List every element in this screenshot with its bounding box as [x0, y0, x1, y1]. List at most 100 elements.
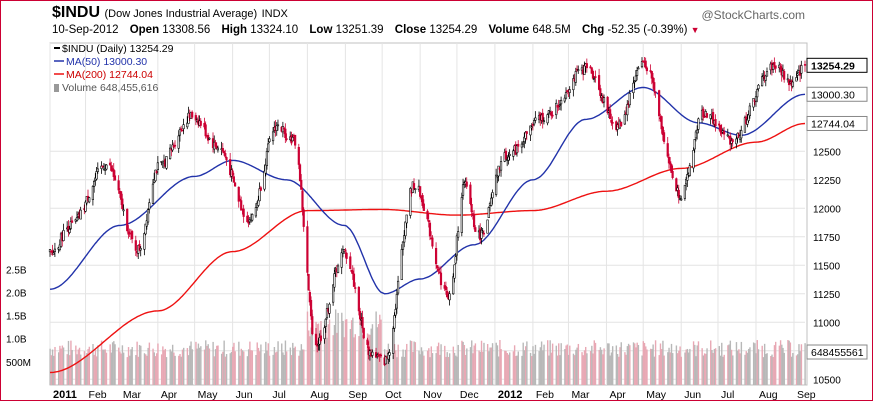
- volume-tick-label: 500M: [6, 358, 31, 369]
- volume-bar: [57, 352, 60, 385]
- volume-bar: [491, 343, 494, 385]
- volume-bar: [303, 349, 305, 385]
- y-tick-label: 12000: [813, 204, 841, 215]
- volume-bar: [198, 347, 201, 385]
- volume-bar: [429, 357, 431, 385]
- volume-bar: [349, 328, 352, 385]
- candle-body: [405, 214, 408, 224]
- candle-body: [267, 143, 270, 152]
- candle-body: [428, 222, 432, 237]
- volume-bar: [702, 355, 705, 385]
- volume-bar: [678, 350, 680, 385]
- candle-body: [403, 235, 406, 243]
- volume-value: 648.5M: [532, 24, 571, 36]
- volume-bar: [652, 344, 654, 385]
- volume-bar: [488, 351, 490, 385]
- volume-tick-label: 2.5B: [6, 265, 27, 276]
- volume-bar: [732, 355, 734, 385]
- volume-bar: [102, 349, 104, 385]
- candle-body: [366, 339, 369, 345]
- volume-bar: [625, 354, 627, 385]
- candle-body: [651, 77, 655, 83]
- volume-bar: [147, 347, 149, 385]
- volume-bar: [608, 343, 610, 385]
- candle-body: [580, 67, 584, 71]
- candle-body: [146, 209, 150, 223]
- volume-bar: [534, 344, 537, 385]
- x-tick-label: Apr: [161, 389, 178, 401]
- volume-bar: [208, 348, 211, 385]
- brand-link[interactable]: @StockCharts.com: [701, 8, 805, 22]
- last-value-tag-ma200: 12744.04: [806, 115, 868, 131]
- candle-body: [79, 209, 82, 220]
- volume-bar: [586, 353, 588, 385]
- volume-bar: [267, 343, 269, 385]
- volume-bar: [86, 353, 88, 385]
- candle-body: [593, 78, 596, 80]
- candle-body: [121, 198, 124, 209]
- candle-body: [563, 97, 566, 102]
- volume-bar: [70, 340, 72, 385]
- volume-bar: [643, 342, 646, 385]
- candle-body: [748, 105, 751, 117]
- candle-body: [395, 293, 398, 309]
- volume-label: Volume: [488, 24, 530, 36]
- volume-bar: [654, 340, 657, 385]
- volume-bar: [594, 342, 597, 385]
- candle-body: [670, 164, 673, 173]
- candle-body: [590, 67, 593, 74]
- volume-bar: [757, 349, 760, 385]
- candle-body: [626, 104, 629, 116]
- volume-bar: [146, 355, 148, 385]
- candle-body: [171, 144, 174, 151]
- candle-body: [91, 186, 94, 200]
- candle-body: [88, 197, 91, 203]
- volume-bar: [380, 319, 382, 385]
- y-tick-label: 12250: [813, 176, 841, 187]
- volume-bar: [517, 351, 519, 385]
- tag-box: [806, 344, 868, 360]
- volume-bar: [121, 345, 124, 385]
- volume-bar: [341, 312, 343, 385]
- volume-bar: [761, 345, 763, 385]
- volume-bar: [397, 344, 399, 385]
- candle-body: [585, 63, 588, 69]
- volume-bar: [97, 345, 99, 385]
- candle-body: [661, 126, 664, 136]
- volume-bar: [232, 346, 234, 385]
- volume-bar: [344, 319, 347, 385]
- candle-body: [694, 131, 698, 139]
- volume-bar: [466, 348, 468, 385]
- candle-body: [421, 195, 424, 206]
- candle-body: [222, 150, 226, 154]
- volume-bar: [181, 349, 184, 385]
- symbol: $INDU: [52, 4, 101, 21]
- volume-bar: [560, 343, 562, 385]
- candle-body: [333, 273, 336, 288]
- candle-body: [169, 147, 172, 159]
- candle-body: [400, 249, 403, 281]
- candle-body: [452, 276, 455, 295]
- volume-bar: [143, 353, 146, 385]
- volume-bar: [165, 357, 168, 385]
- volume-bar: [512, 351, 515, 385]
- volume-bar: [392, 355, 394, 385]
- candle-body: [182, 124, 185, 130]
- volume-bar: [220, 353, 223, 385]
- volume-bar: [473, 345, 475, 385]
- candle-body: [795, 77, 798, 82]
- tag-box: [806, 57, 868, 73]
- volume-bar: [180, 356, 182, 385]
- volume-bar: [214, 349, 217, 385]
- volume-bar: [162, 346, 164, 385]
- candle-body: [482, 232, 485, 235]
- volume-bar: [156, 353, 158, 385]
- volume-bar: [749, 347, 751, 385]
- volume-bar: [256, 342, 258, 385]
- candle-body: [431, 237, 434, 247]
- volume-bar: [190, 341, 192, 385]
- candle-body: [427, 220, 430, 222]
- candle-body: [496, 175, 499, 178]
- close-value: 13254.29: [429, 24, 478, 36]
- volume-bar: [385, 355, 387, 385]
